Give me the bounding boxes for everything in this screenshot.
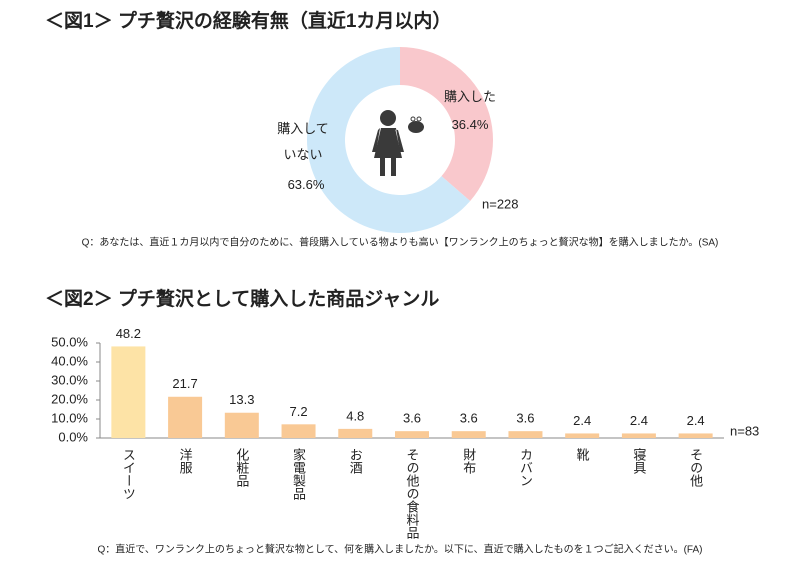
slice-label: 購入した — [443, 89, 496, 104]
y-tick-label: 40.0% — [51, 353, 88, 368]
icon-dress — [374, 128, 402, 158]
icon-head — [380, 110, 396, 126]
bar — [451, 431, 486, 438]
bar — [168, 396, 203, 438]
value-label: 3.6 — [403, 411, 421, 426]
pie-slice — [307, 47, 471, 233]
value-label: 13.3 — [229, 392, 254, 407]
x-tick-label: 化粧品 — [234, 448, 249, 487]
value-label: 3.6 — [516, 411, 534, 426]
chart-title: ＜図1＞ プチ贅沢の経験有無（直近1カ月以内） — [45, 9, 451, 32]
bar — [395, 431, 429, 438]
x-tick-label: お酒 — [348, 448, 363, 474]
bar — [111, 346, 146, 438]
value-label: 21.7 — [172, 376, 197, 391]
icon-clasp — [416, 116, 422, 122]
icon-clasp — [410, 116, 416, 122]
y-tick-label: 50.0% — [51, 334, 88, 349]
value-label: 48.2 — [116, 326, 141, 341]
x-tick-label: 寝具 — [631, 447, 646, 474]
value-label: 2.4 — [573, 413, 591, 428]
value-label: 7.2 — [290, 404, 308, 419]
y-tick-label: 0.0% — [58, 429, 88, 444]
bar — [224, 412, 259, 438]
donut — [307, 47, 494, 233]
slice-label: 購入していない — [277, 121, 329, 162]
note: Q：直近で、ワンランク上のちょっと贅沢な物として、何を購入しましたか。以下に、直… — [98, 543, 703, 556]
x-tick-label: 洋服 — [178, 448, 193, 474]
x-tick-label: スイーツ — [121, 448, 136, 500]
bar — [565, 433, 600, 438]
icon-leg — [391, 158, 396, 176]
x-tick-label: 靴 — [575, 448, 590, 462]
value-label: 2.4 — [687, 413, 705, 428]
icon-purse — [408, 121, 424, 133]
bar — [281, 424, 316, 438]
bar — [621, 433, 656, 438]
annotation: n=228 — [482, 196, 519, 211]
icon-leg — [380, 158, 385, 176]
y-tick-label: 30.0% — [51, 372, 88, 387]
x-tick-label: その他 — [688, 448, 703, 488]
value-label: 2.4 — [630, 413, 648, 428]
icon-arms — [372, 128, 404, 152]
y-tick-label: 10.0% — [51, 410, 88, 425]
x-tick-label: 財布 — [461, 448, 476, 475]
value-label: 4.8 — [346, 408, 364, 423]
bar — [338, 428, 373, 438]
x-tick-label: その他の食料品 — [405, 448, 420, 539]
woman-icon — [372, 110, 424, 176]
annotation: n=83 — [730, 423, 759, 438]
value-label: 36.4% — [451, 117, 489, 132]
x-tick-label: カバン — [518, 448, 533, 487]
y-tick-label: 20.0% — [51, 391, 88, 406]
x-tick-label: 家電製品 — [291, 447, 306, 500]
value-label: 3.6 — [460, 411, 478, 426]
bar-chart: 0.0% 10.0% 20.0% 30.0% 40.0% 50.0% 48.2 スイーツ 21.… — [51, 326, 724, 539]
note: Q：あなたは、直近１カ月以内で自分のために、普段購入している物よりも高い【ワンラ… — [82, 236, 719, 249]
bar — [678, 433, 713, 438]
pie-slice — [400, 47, 494, 202]
chart-title: ＜図2＞ プチ贅沢として購入した商品ジャンル — [45, 287, 439, 310]
bar — [508, 431, 543, 438]
value-label: 63.6% — [287, 177, 325, 192]
